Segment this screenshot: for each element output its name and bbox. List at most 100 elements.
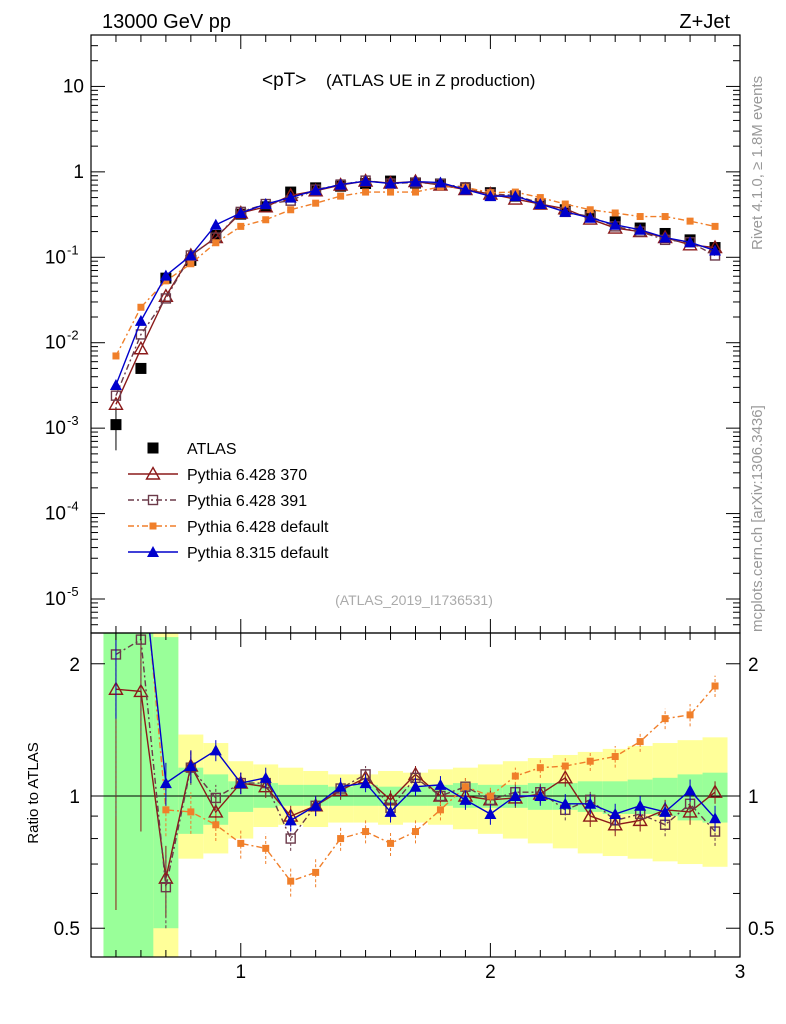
ratio-point — [436, 806, 444, 814]
legend-pythia8-default: Pythia 8.315 default — [128, 545, 329, 562]
ratio-point — [359, 777, 372, 789]
data-point — [112, 352, 120, 360]
ratio-point — [434, 778, 447, 790]
ratio-point — [159, 777, 172, 789]
data-point — [237, 222, 245, 230]
ratio-series-group — [108, 633, 723, 929]
legend-label: ATLAS — [187, 441, 237, 458]
ratio-point — [511, 772, 519, 780]
ratio-point — [384, 805, 397, 817]
data-point — [659, 231, 672, 243]
data-point — [110, 390, 122, 401]
data-point — [536, 194, 544, 202]
y-tick-label: 10 — [45, 589, 66, 610]
ratio-y-tick-label-right: 2 — [748, 655, 759, 676]
data-point — [534, 198, 547, 210]
band-inner — [103, 633, 154, 957]
data-point — [359, 175, 372, 187]
data-point — [135, 329, 147, 340]
data-point — [312, 199, 320, 207]
legend-pythia6-default: Pythia 6.428 default — [128, 519, 329, 536]
ratio-point — [212, 821, 220, 829]
data-point — [459, 183, 472, 195]
y-tick-label: 1 — [73, 162, 84, 183]
data-point — [412, 188, 419, 196]
ratio-point — [661, 715, 669, 723]
ratio-point — [584, 797, 597, 809]
data-point — [162, 277, 170, 285]
data-point — [561, 200, 569, 208]
ratio-point — [536, 764, 544, 772]
ratio-point — [632, 812, 648, 827]
ratio-point — [557, 769, 573, 784]
legend-pythia6-391: Pythia 6.428 391 — [128, 493, 307, 510]
x-tick-label: 2 — [485, 962, 496, 983]
ratio-point — [634, 799, 647, 811]
ratio-point — [334, 780, 347, 792]
rivet-version-label: Rivet 4.1.0, ≥ 1.8M events — [749, 76, 766, 250]
band-inner — [278, 784, 304, 806]
ratio-point — [209, 744, 222, 756]
ratio-point — [187, 808, 195, 816]
legend-label: Pythia 6.428 391 — [187, 493, 307, 510]
data-point — [337, 192, 345, 200]
legend-label: Pythia 6.428 370 — [187, 467, 307, 484]
ratio-point — [559, 797, 572, 809]
ratio-point — [459, 793, 472, 805]
data-point — [158, 288, 174, 302]
ratio-point — [611, 753, 619, 761]
x-tick-label: 1 — [235, 962, 246, 983]
y-tick-exponent: -3 — [67, 413, 79, 428]
ratio-point — [684, 784, 697, 796]
ratio-point — [184, 760, 197, 772]
legend-marker — [147, 546, 159, 557]
data-point — [109, 378, 122, 390]
ratio-point — [484, 807, 497, 819]
data-point — [636, 213, 644, 221]
data-point — [160, 293, 172, 304]
legend-label: Pythia 6.428 default — [187, 519, 329, 536]
data-point — [509, 190, 522, 202]
x-tick-label: 3 — [735, 962, 746, 983]
data-point — [135, 362, 147, 374]
legend-marker — [147, 494, 159, 506]
ratio-point — [582, 808, 598, 822]
ratio-point — [534, 789, 547, 801]
ratio-point — [486, 792, 494, 800]
analysis-id-label: (ATLAS_2019_I1736531) — [335, 592, 493, 608]
y-tick-label: 10 — [45, 504, 66, 525]
ratio-point — [682, 803, 698, 818]
data-point — [262, 216, 270, 224]
data-point — [686, 217, 694, 225]
data-point — [259, 198, 272, 210]
y-tick-label: 10 — [45, 333, 66, 354]
data-point — [137, 303, 145, 311]
legend-marker — [149, 522, 157, 530]
data-point — [212, 239, 220, 247]
data-point — [210, 229, 222, 241]
data-point — [434, 176, 447, 188]
legend-atlas: ATLAS — [147, 441, 237, 458]
ratio-point — [262, 844, 270, 852]
data-point — [362, 188, 370, 196]
ratio-point — [162, 806, 170, 814]
ratio-point — [284, 814, 297, 826]
ratio-point — [309, 799, 322, 811]
data-point — [159, 269, 172, 281]
ratio-point — [133, 683, 149, 698]
ratio-point — [208, 803, 224, 818]
y-tick-label: 10 — [63, 76, 84, 97]
ratio-point — [686, 711, 694, 719]
data-point — [234, 206, 247, 218]
ratio-point — [210, 792, 222, 804]
ratio-point — [586, 757, 594, 765]
legend: ATLAS Pythia 6.428 370 Pythia 6.428 391 Pyt… — [128, 441, 329, 562]
data-point — [334, 178, 347, 190]
data-point — [559, 205, 572, 217]
ratio-point — [412, 828, 419, 836]
chart-subtitle: (ATLAS UE in Z production) — [326, 71, 535, 90]
ratio-point — [312, 868, 320, 876]
ratio-point — [337, 835, 345, 843]
data-point — [709, 244, 722, 256]
data-point — [384, 177, 397, 189]
